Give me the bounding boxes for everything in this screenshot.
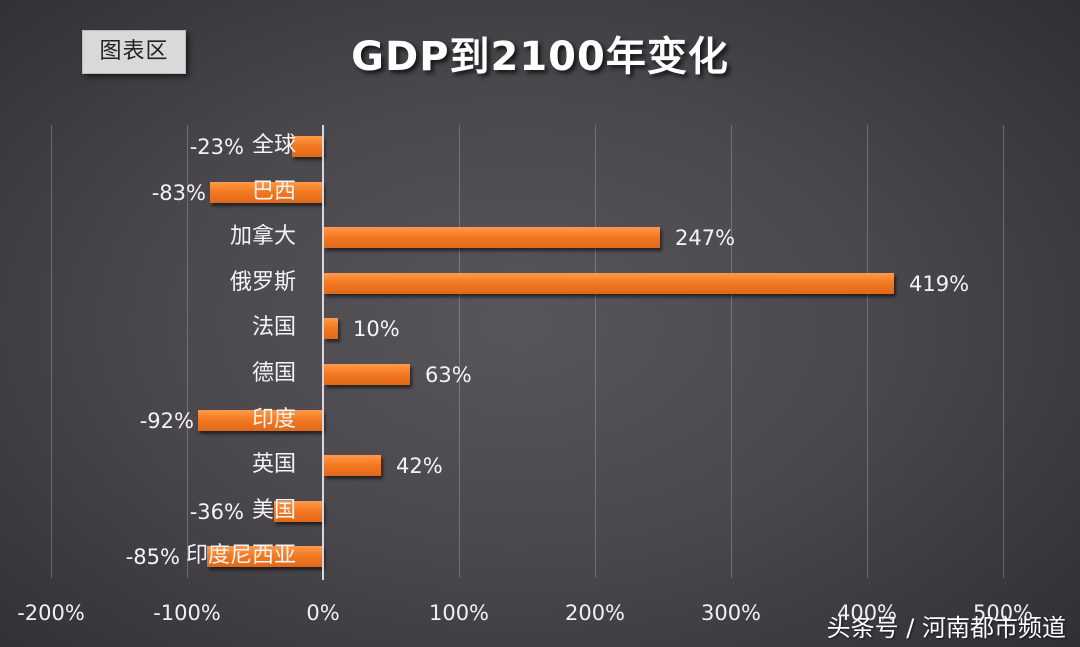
- category-label: 全球: [251, 133, 296, 158]
- watermark: 头条号 / 河南都市频道: [826, 614, 1066, 642]
- x-tick-label: -200%: [17, 601, 85, 625]
- bar[interactable]: [292, 136, 323, 157]
- zero-axis-line: [322, 125, 324, 580]
- bar[interactable]: [210, 182, 323, 203]
- category-label: 巴西: [251, 179, 296, 204]
- bar[interactable]: [207, 546, 323, 567]
- value-label: 42%: [396, 454, 443, 478]
- value-label: 247%: [675, 226, 736, 250]
- x-tick-label: -100%: [153, 601, 221, 625]
- value-label: -36%: [189, 500, 244, 524]
- gridline: [187, 125, 188, 578]
- value-label: 63%: [425, 363, 472, 387]
- category-label: 德国: [251, 361, 296, 386]
- value-label: 419%: [909, 272, 970, 296]
- category-label: 印度尼西亚: [185, 543, 296, 568]
- value-label: -83%: [151, 181, 206, 205]
- category-label: 法国: [251, 315, 296, 340]
- category-label: 印度: [251, 407, 296, 432]
- gridline: [867, 125, 868, 578]
- bar[interactable]: [324, 273, 894, 294]
- category-label: 加拿大: [229, 224, 296, 249]
- bar[interactable]: [198, 410, 323, 431]
- value-label: -92%: [139, 409, 194, 433]
- gridline: [731, 125, 732, 578]
- gridline: [595, 125, 596, 578]
- x-tick-label: 200%: [564, 601, 626, 625]
- x-tick-label: 100%: [428, 601, 490, 625]
- bar[interactable]: [324, 318, 338, 339]
- chart-area-tag[interactable]: 图表区: [82, 30, 186, 74]
- gridline: [1003, 125, 1004, 578]
- value-label: -23%: [189, 135, 244, 159]
- x-tick-label: 400%: [836, 601, 898, 625]
- category-label: 美国: [251, 498, 296, 523]
- gridline: [51, 125, 52, 578]
- x-tick-label: 300%: [700, 601, 762, 625]
- gridline: [459, 125, 460, 578]
- value-label: 10%: [353, 317, 400, 341]
- category-label: 俄罗斯: [229, 270, 296, 295]
- category-label: 英国: [251, 452, 296, 477]
- x-tick-label: 0%: [306, 601, 340, 625]
- x-tick-label: 500%: [972, 601, 1034, 625]
- chart-title: GDP到2100年变化: [351, 34, 729, 80]
- bar[interactable]: [324, 364, 410, 385]
- value-label: -85%: [125, 545, 180, 569]
- bar[interactable]: [274, 501, 323, 522]
- bar[interactable]: [324, 455, 381, 476]
- bar[interactable]: [324, 227, 660, 248]
